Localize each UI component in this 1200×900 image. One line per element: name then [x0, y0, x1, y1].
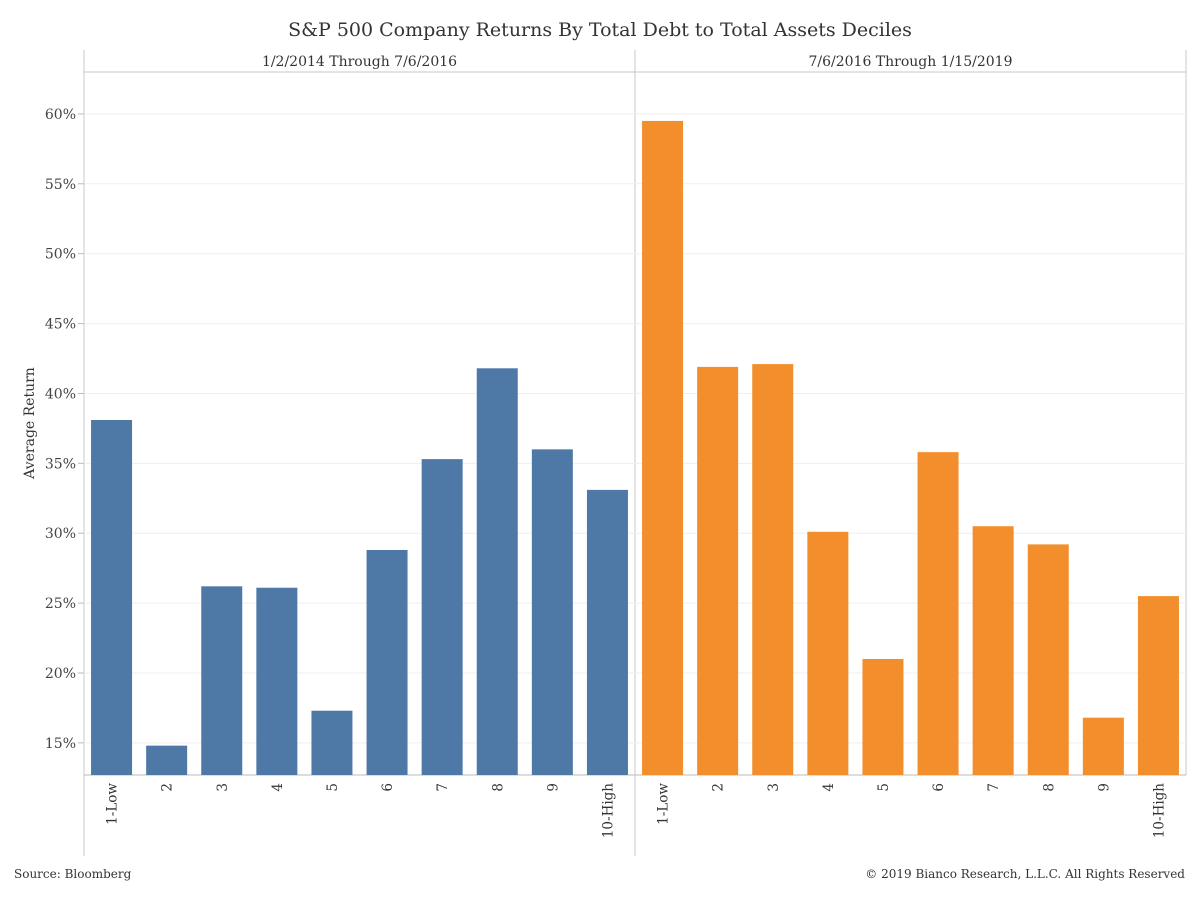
bar-5 [862, 658, 904, 775]
bar-9 [531, 449, 573, 775]
y-axis-label: Average Return [22, 367, 38, 480]
panel-title: 7/6/2016 Through 1/15/2019 [808, 54, 1012, 70]
x-tick-label: 2 [160, 783, 176, 792]
x-tick-label: 9 [545, 783, 561, 792]
y-tick-label: 15% [45, 736, 76, 752]
bar-3 [201, 586, 243, 775]
x-tick-label: 6 [931, 783, 947, 792]
y-tick-label: 40% [45, 386, 76, 402]
y-tick-label: 25% [45, 596, 76, 612]
copyright-note: © 2019 Bianco Research, L.L.C. All Right… [865, 867, 1185, 881]
y-tick-label: 20% [45, 666, 76, 682]
x-tick-label: 1-Low [656, 783, 672, 825]
chart-panels: 1/2/2014 Through 7/6/2016 1-Low 2 3 4 5 6 7 8 9 10… [91, 54, 1179, 838]
bar-7 [421, 459, 463, 775]
x-tick-label: 4 [270, 783, 286, 792]
x-tick-label: 1-Low [105, 783, 121, 825]
bar-6 [366, 549, 408, 775]
bar-1-low [91, 420, 133, 775]
bar-2 [146, 745, 188, 775]
bar-3 [752, 364, 794, 775]
bar-9 [1082, 717, 1124, 775]
bar-5 [311, 710, 353, 775]
x-tick-label: 10-High [1151, 783, 1167, 838]
bar-6 [917, 452, 959, 775]
y-tick-label: 60% [45, 107, 76, 123]
x-tick-label: 3 [766, 783, 782, 792]
bar-4 [256, 587, 298, 775]
panel-1: 1/2/2014 Through 7/6/2016 1-Low 2 3 4 5 6 7 8 9 10… [91, 54, 628, 838]
y-tick-label: 55% [45, 177, 76, 193]
x-tick-label: 7 [435, 783, 451, 792]
x-tick-label: 6 [380, 783, 396, 792]
x-tick-label: 5 [876, 783, 892, 792]
x-tick-label: 8 [1041, 783, 1057, 792]
x-tick-label: 7 [986, 783, 1002, 792]
x-tick-label: 4 [821, 783, 837, 792]
bar-7 [972, 526, 1014, 775]
y-axis: 15% 20% 25% 30% 35% 40% 45% 50% 55% 60% [45, 107, 84, 752]
x-tick-label: 10-High [600, 783, 616, 838]
bar-10-high [1137, 596, 1179, 775]
x-tick-label: 3 [215, 783, 231, 792]
bar-4 [807, 531, 849, 775]
x-tick-label: 8 [490, 783, 506, 792]
bar-2 [697, 366, 739, 775]
panel-title: 1/2/2014 Through 7/6/2016 [262, 54, 457, 70]
bar-8 [476, 368, 518, 775]
x-tick-label: 2 [711, 783, 727, 792]
panel-2: 7/6/2016 Through 1/15/2019 1-Low 2 3 4 5 6 7 8 9 1… [642, 54, 1179, 838]
y-tick-label: 35% [45, 456, 76, 472]
chart-frame [83, 50, 1187, 856]
y-tick-label: 45% [45, 317, 76, 333]
x-tick-label: 5 [325, 783, 341, 792]
x-tick-label: 9 [1096, 783, 1112, 792]
y-tick-label: 50% [45, 247, 76, 263]
bar-10-high [586, 489, 628, 775]
bar-8 [1027, 544, 1069, 775]
source-note: Source: Bloomberg [14, 867, 132, 881]
bar-1-low [642, 120, 684, 775]
y-tick-label: 30% [45, 526, 76, 542]
chart-title: S&P 500 Company Returns By Total Debt to… [288, 19, 912, 41]
